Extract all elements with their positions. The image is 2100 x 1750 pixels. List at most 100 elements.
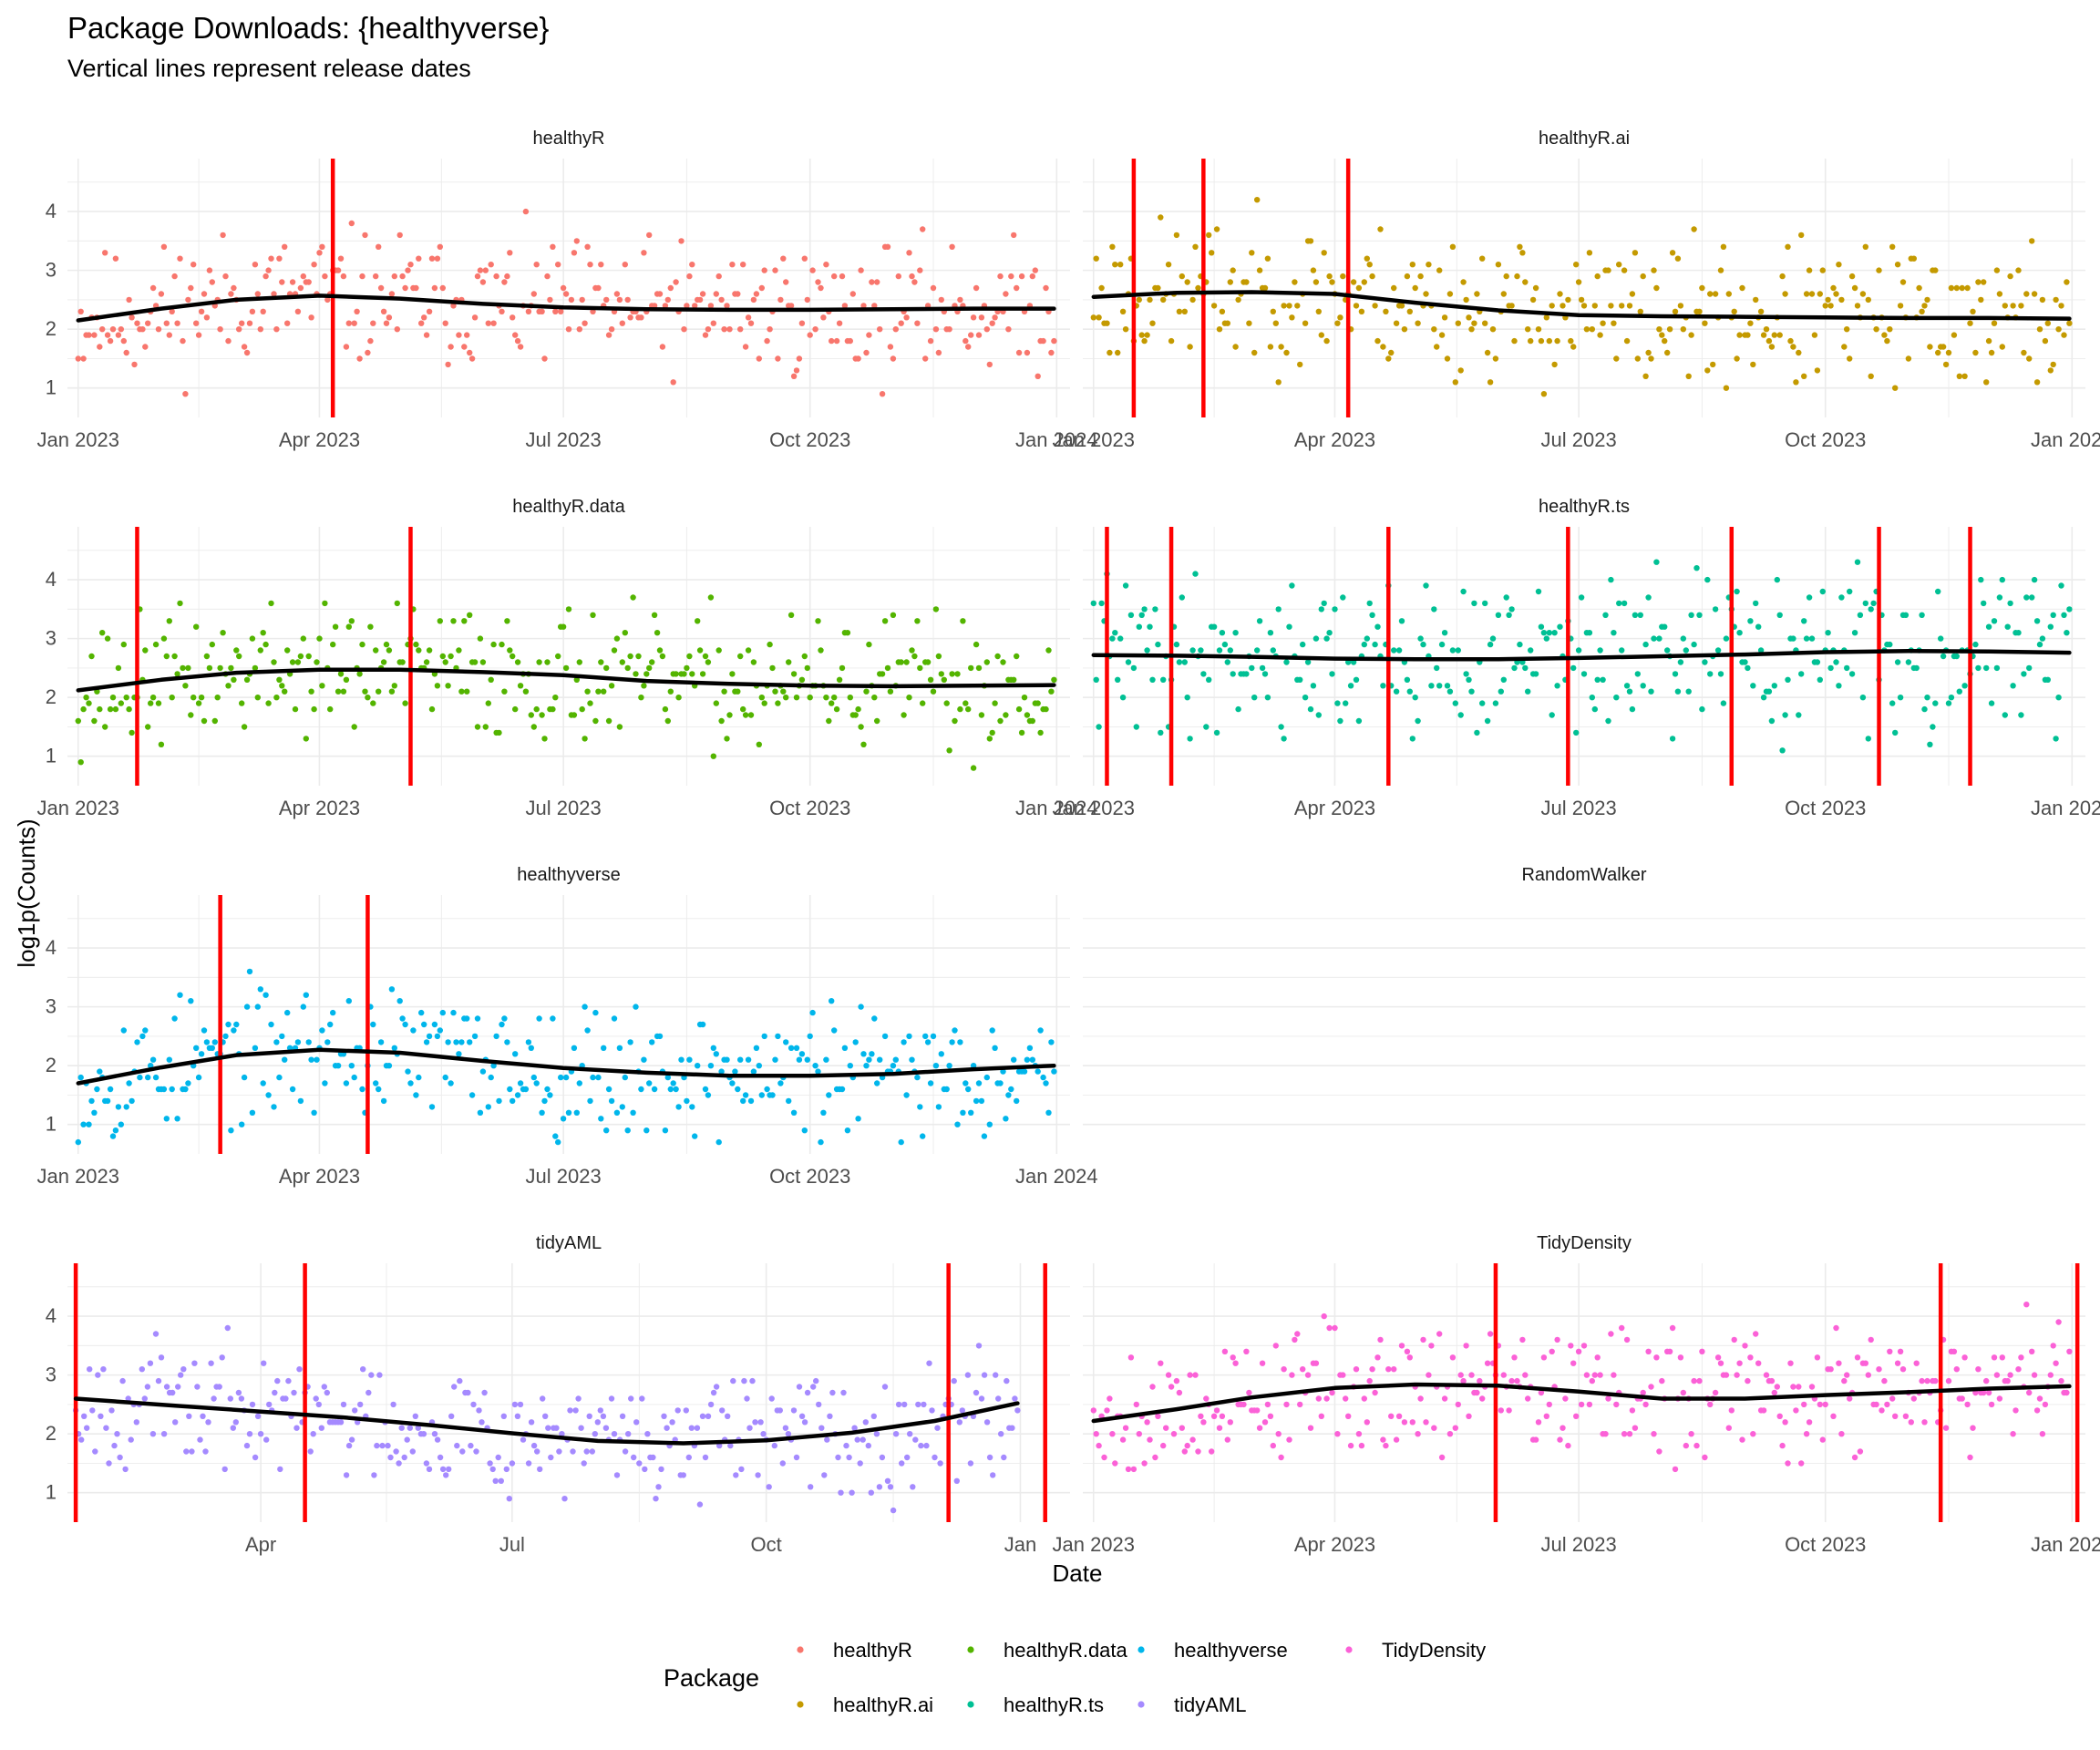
data-point	[1522, 664, 1529, 672]
panel-grid	[67, 527, 1070, 786]
data-point	[1586, 1401, 1593, 1408]
data-point	[1645, 349, 1652, 356]
data-point	[1755, 1360, 1762, 1366]
data-point	[1321, 600, 1327, 607]
data-point	[172, 1419, 179, 1426]
data-point	[294, 659, 302, 665]
data-point	[901, 712, 907, 718]
legend-key	[1345, 1646, 1353, 1653]
data-point	[1035, 1068, 1041, 1075]
data-point	[1865, 736, 1871, 742]
data-point	[1312, 635, 1320, 642]
legend-item-healthyr: healthyR	[797, 1639, 912, 1662]
data-point	[303, 736, 309, 742]
data-point	[1844, 1372, 1850, 1378]
data-point	[1921, 303, 1928, 309]
data-point	[1393, 688, 1400, 695]
data-point	[1388, 1413, 1395, 1420]
data-point	[337, 671, 345, 677]
data-point	[684, 664, 690, 672]
data-point	[1168, 1384, 1175, 1390]
data-point	[562, 1074, 570, 1081]
data-point	[1656, 1448, 1662, 1455]
data-point	[1589, 695, 1596, 701]
data-point	[1206, 232, 1212, 239]
data-point	[847, 337, 853, 345]
data-point	[530, 724, 537, 730]
data-point	[786, 659, 792, 665]
data-point	[268, 255, 274, 262]
data-point	[910, 1484, 916, 1490]
data-point	[786, 1097, 792, 1105]
legend-key	[1138, 1646, 1145, 1653]
data-point	[1568, 337, 1574, 345]
data-point	[1506, 1407, 1512, 1414]
data-point	[246, 320, 253, 326]
data-point	[641, 683, 647, 689]
data-point	[1611, 630, 1617, 636]
data-point	[418, 1009, 425, 1016]
data-point	[779, 1460, 786, 1467]
data-point	[456, 647, 462, 654]
data-point	[437, 1027, 443, 1034]
data-point	[1862, 600, 1868, 607]
data-point	[158, 741, 165, 747]
data-point	[1286, 1436, 1292, 1443]
data-point	[724, 303, 730, 309]
x-tick-label: Jul 2023	[1541, 797, 1617, 819]
data-point	[249, 635, 256, 642]
data-point	[129, 1097, 135, 1105]
data-point	[541, 736, 548, 742]
data-point	[1184, 1442, 1190, 1449]
data-point	[978, 1395, 985, 1402]
data-point	[393, 1448, 399, 1455]
data-point	[954, 671, 961, 677]
data-point	[1648, 688, 1654, 695]
data-point	[91, 1109, 98, 1117]
x-tick-label: Jan 2024	[2031, 1533, 2100, 1556]
data-point	[1996, 594, 2003, 601]
data-point	[638, 314, 644, 321]
data-point	[380, 1097, 387, 1105]
data-point	[1847, 588, 1853, 595]
data-point	[495, 1454, 501, 1461]
data-point	[188, 712, 194, 718]
data-point	[907, 1431, 913, 1437]
data-point	[750, 296, 757, 304]
data-point	[1243, 1348, 1250, 1355]
data-point	[514, 337, 521, 345]
data-point	[664, 296, 671, 304]
data-point	[1251, 695, 1258, 701]
data-point	[1717, 267, 1724, 273]
data-point	[1535, 326, 1542, 333]
data-point	[252, 262, 259, 268]
data-point	[1243, 279, 1250, 285]
data-point	[914, 1074, 921, 1081]
data-point	[686, 653, 693, 660]
data-point	[388, 291, 396, 297]
data-point	[586, 1413, 592, 1420]
data-point	[1482, 320, 1488, 326]
data-point	[98, 1413, 104, 1420]
data-point	[887, 688, 894, 695]
data-point	[474, 273, 481, 280]
data-point	[636, 1460, 643, 1467]
data-point	[1642, 373, 1649, 379]
data-point	[203, 1039, 211, 1045]
data-point	[1406, 308, 1414, 314]
data-point	[1195, 1448, 1201, 1455]
data-point	[738, 1466, 745, 1473]
data-point	[613, 635, 621, 642]
data-point	[1851, 630, 1858, 636]
data-point	[1621, 267, 1628, 273]
data-point	[2036, 641, 2043, 648]
data-point	[186, 1413, 192, 1420]
data-point	[1315, 1395, 1323, 1402]
data-point	[1688, 612, 1694, 618]
data-point	[194, 1384, 201, 1390]
data-point	[428, 705, 436, 713]
data-point	[1441, 630, 1448, 636]
data-point	[262, 641, 269, 648]
data-point	[589, 1448, 595, 1455]
data-point	[1796, 1384, 1802, 1390]
